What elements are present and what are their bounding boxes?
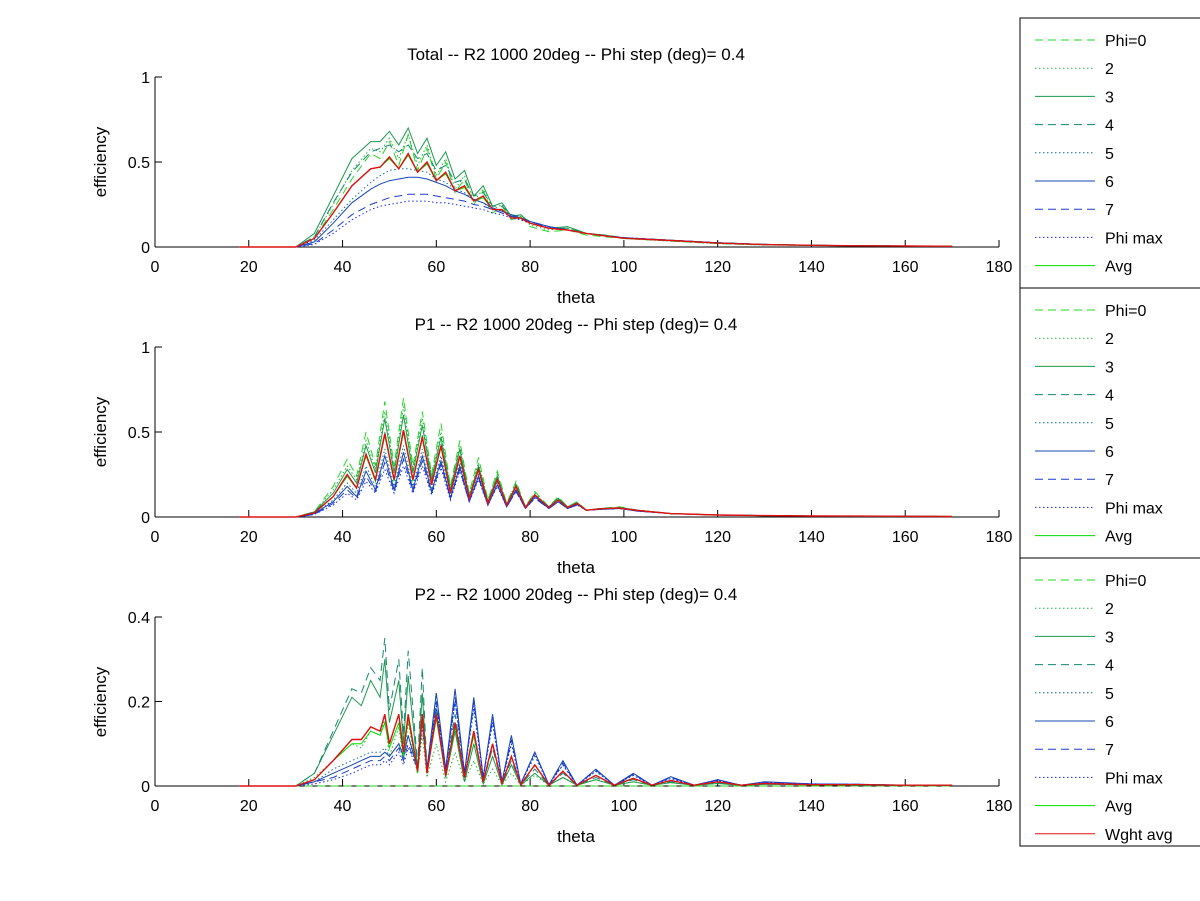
x-tick-label: 0 <box>151 798 160 815</box>
y-axis-label: efficiency <box>91 396 110 467</box>
legend-label: 2 <box>1105 61 1114 78</box>
legend: Phi=0 2 3 4 5 6 7 Phi max Avg Wght avg <box>1020 288 1200 574</box>
legend-label: Phi=0 <box>1105 303 1146 320</box>
x-tick-label: 100 <box>611 259 638 276</box>
subplot-title: P1 -- R2 1000 20deg -- Phi step (deg)= 0… <box>415 315 738 334</box>
legend-label: 5 <box>1105 416 1114 433</box>
y-tick-label: 0 <box>141 240 150 257</box>
x-tick-label: 0 <box>151 259 160 276</box>
x-tick-label: 40 <box>334 798 352 815</box>
legend-label: 4 <box>1105 658 1114 675</box>
x-axis-label: theta <box>557 558 595 577</box>
x-tick-label: 40 <box>334 259 352 276</box>
y-tick-label: 0.5 <box>128 155 150 172</box>
legend-label: Wght avg <box>1105 827 1173 844</box>
legend-label: 6 <box>1105 714 1114 731</box>
x-tick-label: 20 <box>240 529 258 546</box>
y-tick-label: 0 <box>141 510 150 527</box>
x-tick-label: 180 <box>986 529 1013 546</box>
x-tick-label: 0 <box>151 529 160 546</box>
x-tick-label: 60 <box>427 259 445 276</box>
x-tick-label: 140 <box>798 529 825 546</box>
x-tick-label: 160 <box>892 529 919 546</box>
legend-label: 2 <box>1105 601 1114 618</box>
legend-label: 3 <box>1105 359 1114 376</box>
legend-label: Avg <box>1105 799 1132 816</box>
legend-label: 3 <box>1105 629 1114 646</box>
x-axis-label: theta <box>557 827 595 846</box>
y-tick-label: 1 <box>141 70 150 87</box>
x-tick-label: 160 <box>892 259 919 276</box>
legend-label: Avg <box>1105 529 1132 546</box>
y-tick-label: 0.4 <box>128 610 150 627</box>
legend-label: 6 <box>1105 444 1114 461</box>
x-tick-label: 120 <box>704 259 731 276</box>
x-tick-label: 80 <box>521 798 539 815</box>
legends: Phi=0 2 3 4 5 6 7 Phi max Avg Wght avg Phi=0 2 3 4 5 6 7… <box>1020 18 1200 846</box>
legend-label: 4 <box>1105 118 1114 135</box>
x-tick-label: 40 <box>334 529 352 546</box>
x-tick-label: 140 <box>798 798 825 815</box>
x-tick-label: 60 <box>427 798 445 815</box>
legend-label: 5 <box>1105 686 1114 703</box>
y-tick-label: 0.2 <box>128 695 150 712</box>
y-tick-label: 0 <box>141 779 150 796</box>
legend-label: Phi=0 <box>1105 573 1146 590</box>
x-tick-label: 140 <box>798 259 825 276</box>
x-tick-label: 120 <box>704 798 731 815</box>
y-tick-label: 1 <box>141 340 150 357</box>
legend-label: Phi max <box>1105 500 1163 517</box>
x-tick-label: 80 <box>521 529 539 546</box>
x-tick-label: 100 <box>611 529 638 546</box>
x-axis-label: theta <box>557 288 595 307</box>
x-tick-label: 20 <box>240 259 258 276</box>
legend-label: Phi max <box>1105 230 1163 247</box>
legend-label: 7 <box>1105 742 1114 759</box>
legend-label: Avg <box>1105 259 1132 276</box>
figure: Total -- R2 1000 20deg -- Phi step (deg)… <box>0 0 1200 901</box>
x-tick-label: 80 <box>521 259 539 276</box>
x-tick-label: 20 <box>240 798 258 815</box>
x-tick-label: 60 <box>427 529 445 546</box>
x-tick-label: 120 <box>704 529 731 546</box>
y-axis-label: efficiency <box>91 666 110 737</box>
x-tick-label: 160 <box>892 798 919 815</box>
legend-label: 3 <box>1105 89 1114 106</box>
legend-label: 5 <box>1105 146 1114 163</box>
legend-label: 2 <box>1105 331 1114 348</box>
legend: Phi=0 2 3 4 5 6 7 Phi max Avg Wght avg <box>1020 558 1200 846</box>
x-tick-label: 180 <box>986 798 1013 815</box>
legend-label: 7 <box>1105 472 1114 489</box>
legend-label: 7 <box>1105 202 1114 219</box>
x-tick-label: 180 <box>986 259 1013 276</box>
legend-label: 4 <box>1105 388 1114 405</box>
legend-label: 6 <box>1105 174 1114 191</box>
subplot-title: P2 -- R2 1000 20deg -- Phi step (deg)= 0… <box>415 585 738 604</box>
legend-label: Phi max <box>1105 770 1163 787</box>
y-axis-label: efficiency <box>91 126 110 197</box>
y-tick-label: 0.5 <box>128 425 150 442</box>
x-tick-label: 100 <box>611 798 638 815</box>
legend-label: Phi=0 <box>1105 33 1146 50</box>
subplot-title: Total -- R2 1000 20deg -- Phi step (deg)… <box>407 45 745 64</box>
legend: Phi=0 2 3 4 5 6 7 Phi max Avg Wght avg <box>1020 18 1200 304</box>
